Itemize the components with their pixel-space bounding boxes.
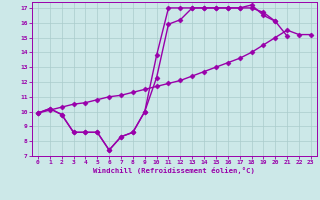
X-axis label: Windchill (Refroidissement éolien,°C): Windchill (Refroidissement éolien,°C) (93, 167, 255, 174)
